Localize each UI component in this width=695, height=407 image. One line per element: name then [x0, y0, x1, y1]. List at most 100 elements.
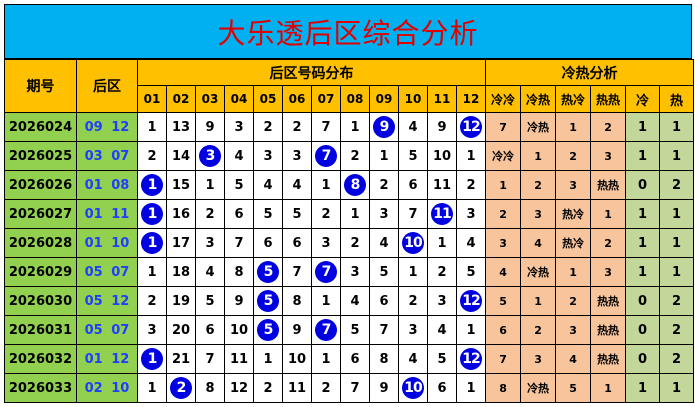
analysis-cell: 热冷: [555, 199, 592, 229]
omission-cell: 3: [340, 257, 370, 287]
header-number: 06: [282, 85, 312, 113]
count-cell: 1: [659, 257, 695, 287]
omission-cell: 1: [137, 257, 167, 287]
header-number: 09: [369, 85, 399, 113]
period-cell: 2026030: [4, 286, 77, 316]
analysis-cell: 冷热: [520, 257, 557, 287]
analysis-cell: 1: [590, 373, 627, 403]
omission-cell: 21: [166, 344, 196, 374]
header-analysis-col: 冷: [625, 85, 661, 113]
omission-cell: 7: [195, 344, 225, 374]
omission-cell: 4: [340, 286, 370, 316]
omission-cell: 8: [224, 257, 254, 287]
count-cell: 1: [625, 257, 661, 287]
omission-cell: 8: [195, 373, 225, 403]
omission-cell: 5: [398, 141, 428, 171]
header-distribution: 后区号码分布: [136, 59, 487, 86]
number-ball: 7: [315, 145, 337, 167]
number-ball: 12: [460, 290, 483, 312]
table-row: 2026028 01 10 1 17 3 7 6 6 3 2 4 10 1 4 3 4 热冷 2 1 1: [4, 228, 695, 258]
omission-cell: 18: [166, 257, 196, 287]
number-ball: 1: [141, 203, 163, 225]
number-ball: 2: [170, 377, 192, 399]
count-cell: 1: [659, 141, 695, 171]
omission-cell: 2: [282, 112, 312, 142]
omission-cell: 16: [166, 199, 196, 229]
header-analysis: 冷热分析: [485, 59, 695, 86]
analysis-cell: 3: [520, 199, 557, 229]
data-table: 期号 后区 后区号码分布 冷热分析 01 02 03 04 05 06 07 08 09 10 11…: [4, 59, 695, 403]
omission-cell: 5: [340, 315, 370, 345]
back-numbers-cell: 05 12: [76, 286, 138, 316]
count-cell: 1: [659, 373, 695, 403]
hit-cell: 7: [311, 315, 341, 345]
omission-cell: 2: [195, 199, 225, 229]
omission-cell: 5: [282, 199, 312, 229]
back-numbers-cell: 01 08: [76, 170, 138, 200]
count-cell: 2: [659, 344, 695, 374]
omission-cell: 10: [427, 141, 457, 171]
analysis-cell: 热热: [590, 286, 627, 316]
analysis-cell: 1: [555, 112, 592, 142]
omission-cell: 8: [282, 286, 312, 316]
number-ball: 5: [257, 290, 279, 312]
back-numbers-cell: 09 12: [76, 112, 138, 142]
period-cell: 2026033: [4, 373, 77, 403]
omission-cell: 9: [427, 112, 457, 142]
back-numbers-cell: 01 12: [76, 344, 138, 374]
omission-cell: 1: [195, 170, 225, 200]
omission-cell: 3: [195, 228, 225, 258]
hit-cell: 1: [137, 344, 167, 374]
analysis-cell: 1: [555, 257, 592, 287]
omission-cell: 1: [311, 170, 341, 200]
omission-cell: 6: [369, 286, 399, 316]
omission-cell: 4: [398, 112, 428, 142]
analysis-cell: 3: [555, 315, 592, 345]
omission-cell: 1: [398, 257, 428, 287]
hit-cell: 2: [166, 373, 196, 403]
omission-cell: 2: [340, 228, 370, 258]
omission-cell: 1: [455, 315, 487, 345]
omission-cell: 3: [282, 141, 312, 171]
period-cell: 2026027: [4, 199, 77, 229]
hit-cell: 1: [137, 228, 167, 258]
analysis-cell: 1: [520, 141, 557, 171]
back-numbers-cell: 05 07: [76, 257, 138, 287]
header-number: 07: [311, 85, 341, 113]
count-cell: 0: [625, 286, 661, 316]
omission-cell: 2: [253, 112, 283, 142]
analysis-cell: 3: [555, 170, 592, 200]
number-ball: 12: [460, 116, 483, 138]
omission-cell: 4: [195, 257, 225, 287]
omission-cell: 6: [224, 199, 254, 229]
analysis-cell: 2: [555, 286, 592, 316]
table-row: 2026025 03 07 2 14 3 4 3 3 7 2 1 5 10 1 冷冷 1 2 3 1 1: [4, 141, 695, 171]
hit-cell: 1: [137, 170, 167, 200]
omission-cell: 4: [398, 344, 428, 374]
omission-cell: 1: [427, 228, 457, 258]
omission-cell: 3: [398, 315, 428, 345]
analysis-cell: 冷冷: [485, 141, 522, 171]
omission-cell: 2: [455, 170, 487, 200]
table-row: 2026030 05 12 2 19 5 9 5 8 1 4 6 2 3 12 5 1 2 热热 0 2: [4, 286, 695, 316]
analysis-cell: 3: [485, 228, 522, 258]
omission-cell: 1: [455, 141, 487, 171]
header-analysis-col: 冷冷: [485, 85, 522, 113]
omission-cell: 6: [253, 228, 283, 258]
count-cell: 1: [625, 112, 661, 142]
number-ball: 9: [373, 116, 395, 138]
count-cell: 0: [625, 315, 661, 345]
analysis-cell: 5: [555, 373, 592, 403]
period-cell: 2026029: [4, 257, 77, 287]
count-cell: 1: [625, 141, 661, 171]
omission-cell: 3: [311, 228, 341, 258]
hit-cell: 11: [427, 199, 457, 229]
header-number: 12: [455, 85, 487, 113]
omission-cell: 6: [195, 315, 225, 345]
number-ball: 7: [315, 319, 337, 341]
analysis-cell: 7: [485, 344, 522, 374]
analysis-cell: 热热: [590, 170, 627, 200]
omission-cell: 10: [224, 315, 254, 345]
omission-cell: 11: [224, 344, 254, 374]
analysis-cell: 热热: [590, 315, 627, 345]
